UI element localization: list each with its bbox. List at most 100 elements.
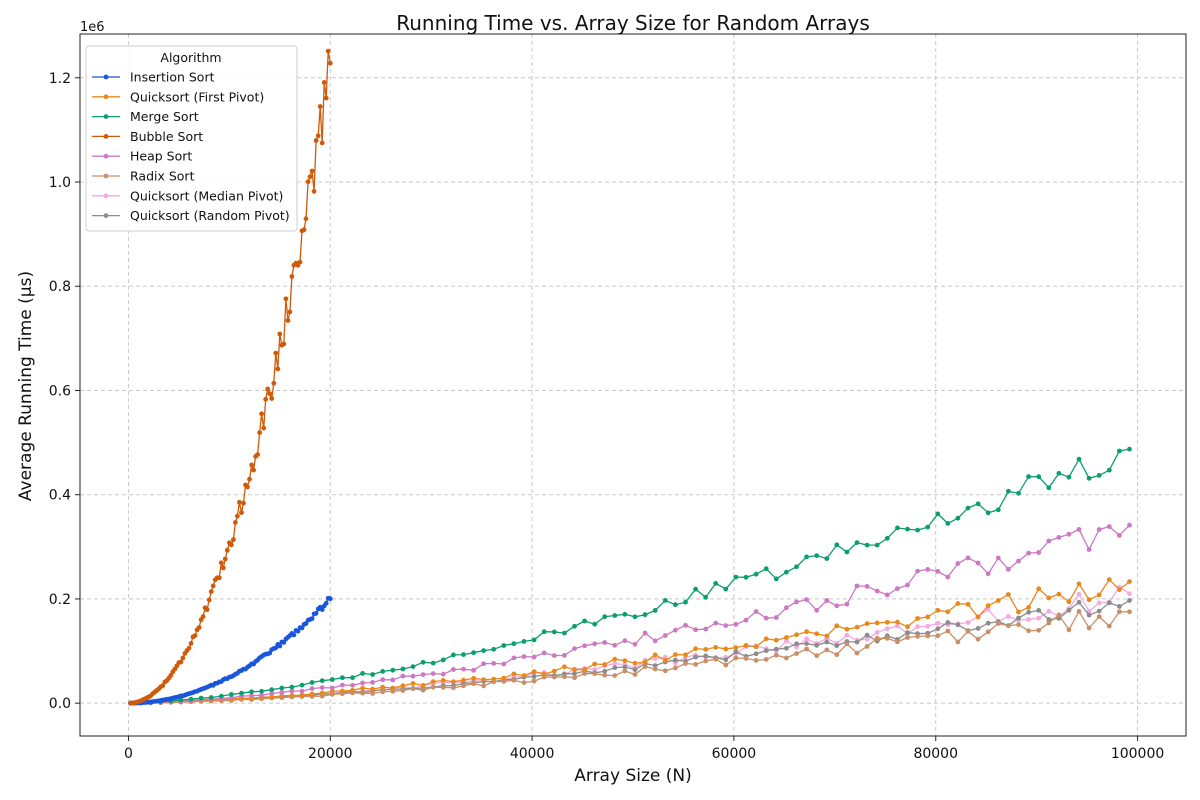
y-axis-ticks: 0.0 0.2 0.4 0.6 0.8 1.0 1.2 [49, 71, 80, 712]
data-point [572, 623, 577, 629]
data-point [269, 396, 275, 401]
data-point [763, 657, 769, 662]
data-point [267, 391, 273, 396]
data-point [370, 680, 375, 685]
data-point [652, 638, 658, 644]
data-point [975, 626, 981, 631]
data-point [874, 542, 880, 548]
y-axis-label: Average Running Time (μs) [16, 271, 36, 501]
data-point [218, 693, 224, 699]
data-point [249, 689, 255, 695]
data-point [582, 643, 587, 649]
data-point [864, 584, 870, 589]
data-point [1096, 592, 1102, 598]
data-point [935, 607, 941, 613]
data-point [834, 652, 840, 658]
data-point [224, 547, 230, 553]
data-point [612, 656, 618, 662]
data-point [168, 673, 174, 678]
data-point [410, 673, 416, 679]
data-point [471, 650, 476, 656]
data-point [309, 691, 315, 697]
data-point [592, 661, 598, 667]
data-point [400, 666, 406, 672]
data-point [420, 659, 426, 665]
data-point [277, 331, 283, 337]
data-point [824, 633, 830, 639]
data-point [733, 574, 739, 580]
legend-label: Heap Sort [130, 149, 192, 164]
data-point [188, 641, 194, 646]
data-point [400, 673, 406, 679]
data-point [1086, 625, 1092, 631]
data-point [582, 671, 587, 676]
data-point [763, 636, 769, 642]
data-point [319, 140, 325, 146]
data-point [410, 686, 416, 691]
data-point [1106, 623, 1112, 629]
data-point [380, 684, 386, 690]
data-point [804, 646, 809, 652]
data-point [804, 641, 809, 646]
data-point [965, 505, 971, 511]
data-point [1066, 531, 1072, 537]
data-point [551, 668, 557, 674]
data-point [1117, 533, 1122, 538]
data-point [915, 568, 920, 574]
series-layer [128, 48, 1132, 706]
data-point [1066, 607, 1072, 613]
data-point [834, 542, 840, 548]
data-point [1006, 488, 1011, 494]
data-point [1036, 550, 1042, 555]
data-point [895, 623, 900, 629]
data-point [440, 657, 446, 663]
legend-swatch-marker [103, 193, 109, 199]
data-point [1026, 617, 1031, 622]
data-point [400, 688, 406, 693]
data-point [824, 647, 830, 653]
data-point [612, 642, 618, 648]
data-point [834, 643, 840, 649]
data-point [662, 598, 668, 603]
data-point [1076, 527, 1082, 532]
data-point [541, 650, 547, 656]
data-point [269, 694, 275, 700]
y-tick-label: 0.0 [49, 696, 71, 712]
data-point [572, 671, 577, 677]
data-point [804, 554, 809, 560]
data-point [299, 625, 305, 631]
data-point [1076, 456, 1082, 462]
data-point [794, 564, 799, 570]
data-point [1046, 595, 1052, 601]
data-point [773, 576, 779, 582]
data-point [753, 658, 759, 663]
data-point [1106, 524, 1112, 529]
data-point [287, 309, 293, 315]
data-point [985, 629, 991, 635]
data-point [340, 688, 345, 694]
x-tick-label: 40000 [510, 746, 555, 762]
data-point [440, 678, 446, 683]
data-point [622, 664, 628, 670]
data-point [592, 621, 598, 627]
data-point [673, 657, 678, 663]
data-point [743, 617, 749, 623]
data-point [289, 684, 295, 690]
data-point [440, 685, 446, 690]
data-point [713, 620, 719, 626]
data-point [562, 653, 567, 658]
data-point [291, 632, 297, 638]
data-point [511, 641, 517, 647]
data-point [844, 601, 850, 607]
data-point [683, 622, 688, 628]
legend-item: Quicksort (First Pivot) [92, 89, 264, 104]
data-point [834, 623, 840, 629]
data-point [874, 630, 880, 635]
data-point [1086, 475, 1092, 481]
data-point [864, 636, 870, 642]
data-point [1036, 627, 1042, 633]
data-point [430, 679, 436, 685]
data-point [804, 597, 809, 603]
data-point [350, 675, 355, 681]
